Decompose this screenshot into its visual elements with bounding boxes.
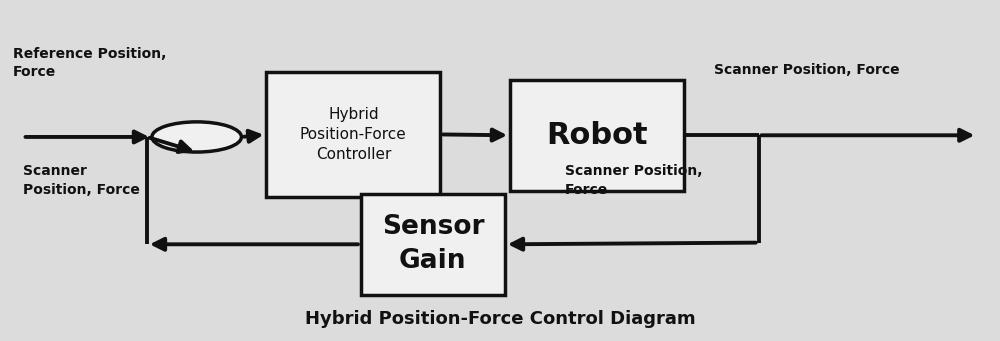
Text: Robot: Robot: [546, 121, 648, 150]
Bar: [361, 194, 505, 295]
Text: Sensor
Gain: Sensor Gain: [382, 214, 484, 274]
Circle shape: [152, 122, 241, 152]
Text: Scanner Position, Force: Scanner Position, Force: [714, 63, 899, 77]
Text: Hybrid
Position-Force
Controller: Hybrid Position-Force Controller: [300, 107, 407, 162]
Bar: [510, 80, 684, 191]
Bar: [266, 72, 440, 197]
Text: Scanner Position,
Force: Scanner Position, Force: [565, 164, 702, 197]
Text: Hybrid Position-Force Control Diagram: Hybrid Position-Force Control Diagram: [305, 310, 695, 328]
Text: Reference Position,
Force: Reference Position, Force: [13, 47, 166, 79]
Text: Scanner
Position, Force: Scanner Position, Force: [23, 164, 140, 197]
